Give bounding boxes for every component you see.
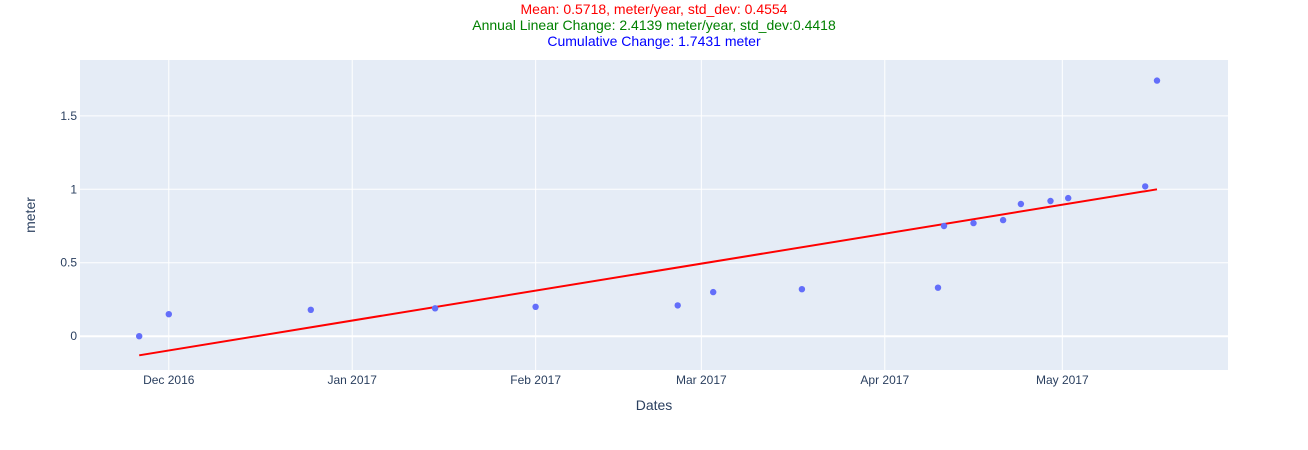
x-tick-label: Mar 2017 (676, 373, 727, 387)
data-point (674, 302, 681, 309)
y-axis-title: meter (22, 197, 38, 233)
x-axis: Dec 2016 Jan 2017 Feb 2017 Mar 2017 Apr 2017… (143, 373, 1089, 387)
title-line: Annual Linear Change: 2.4139 meter/year,… (472, 17, 836, 33)
series (136, 77, 1161, 357)
data-point (1047, 197, 1054, 205)
y-tick-label: 0.5 (60, 256, 77, 270)
data-point (1142, 183, 1149, 190)
data-point (431, 305, 439, 312)
y-tick-label: 1 (70, 182, 77, 196)
title-line: Cumulative Change: 1.7431 meter (547, 33, 761, 49)
data-point (970, 219, 977, 227)
data-point (532, 303, 539, 310)
title-line: Mean: 0.5718, meter/year, std_dev: 0.455… (521, 1, 788, 17)
x-tick-label: Jan 2017 (328, 373, 378, 387)
data-point (934, 284, 942, 291)
data-point (307, 306, 314, 313)
plot-area (80, 60, 1228, 370)
x-tick-label: Apr 2017 (860, 373, 909, 387)
x-axis-title: Dates (636, 397, 673, 413)
data-point (798, 286, 806, 293)
data-point (1153, 77, 1161, 84)
y-tick-label: 1.5 (60, 109, 77, 123)
chart-title: Mean: 0.5718, meter/year, std_dev: 0.455… (472, 1, 836, 49)
x-tick-label: May 2017 (1036, 373, 1089, 387)
grid (80, 60, 1228, 370)
data-point (999, 216, 1007, 224)
data-point (1065, 194, 1072, 202)
data-point (1017, 200, 1025, 208)
x-tick-label: Feb 2017 (510, 373, 561, 387)
trend-line (139, 188, 1158, 357)
data-point (940, 222, 948, 230)
data-point (710, 288, 717, 296)
data-point (136, 333, 143, 340)
y-axis: 0 0.5 1 1.5 (60, 109, 77, 343)
data-point (165, 311, 172, 318)
y-tick-label: 0 (70, 329, 77, 343)
x-tick-label: Dec 2016 (143, 373, 195, 387)
